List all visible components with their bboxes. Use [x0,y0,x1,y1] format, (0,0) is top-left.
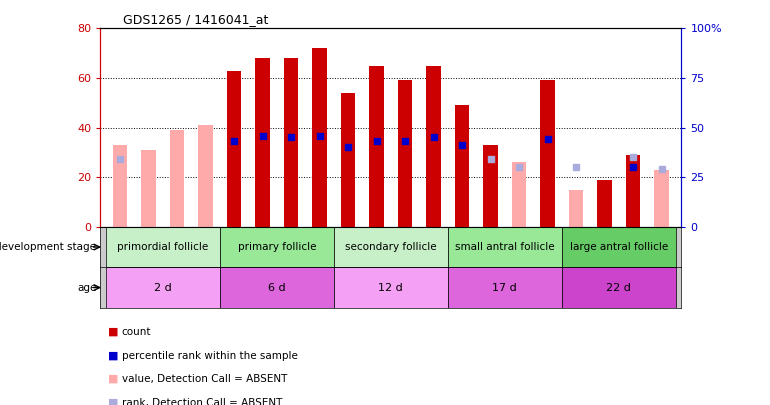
Bar [484,145,497,227]
Bar [598,180,611,227]
Text: age: age [77,283,96,292]
Bar [227,70,241,227]
Bar [284,58,298,227]
Text: 6 d: 6 d [268,283,286,292]
Bar [219,267,333,308]
Text: ■: ■ [108,374,119,384]
Bar [113,145,127,227]
Text: percentile rank within the sample: percentile rank within the sample [122,351,297,360]
Bar [199,125,213,227]
Text: ■: ■ [108,351,119,360]
Bar [562,267,676,308]
Bar [105,227,219,267]
Text: small antral follicle: small antral follicle [455,242,554,252]
Bar [398,81,412,227]
Bar [105,267,219,308]
Bar [626,155,640,227]
Text: primary follicle: primary follicle [237,242,316,252]
Text: secondary follicle: secondary follicle [345,242,437,252]
Bar [448,227,562,267]
Bar [341,93,355,227]
Text: value, Detection Call = ABSENT: value, Detection Call = ABSENT [122,374,287,384]
Text: count: count [122,327,151,337]
Bar [654,170,668,227]
Text: 22 d: 22 d [606,283,631,292]
Text: development stage: development stage [0,242,96,252]
Bar [512,162,526,227]
Text: GDS1265 / 1416041_at: GDS1265 / 1416041_at [123,13,269,26]
Bar [256,58,270,227]
Bar [562,227,676,267]
Bar [170,130,184,227]
Bar [427,66,440,227]
Bar [455,105,469,227]
Text: primordial follicle: primordial follicle [117,242,209,252]
Bar [448,267,562,308]
Bar [313,48,326,227]
Text: rank, Detection Call = ABSENT: rank, Detection Call = ABSENT [122,398,282,405]
Bar [333,227,448,267]
Bar [142,150,156,227]
Text: 12 d: 12 d [378,283,403,292]
Bar [370,66,383,227]
Text: large antral follicle: large antral follicle [570,242,668,252]
Bar [333,267,448,308]
Text: 2 d: 2 d [154,283,172,292]
Bar [569,190,583,227]
Bar [541,81,554,227]
Text: 17 d: 17 d [492,283,517,292]
Bar [219,227,333,267]
Text: ■: ■ [108,327,119,337]
Text: ■: ■ [108,398,119,405]
